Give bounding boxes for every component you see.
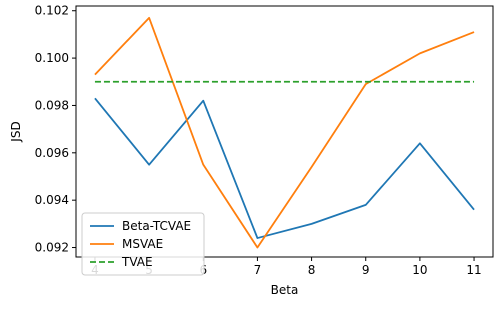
series-lines xyxy=(94,16,475,249)
legend: Beta-TCVAE MSVAE TVAE xyxy=(81,212,205,276)
series-line-beta-tcvae xyxy=(94,97,475,239)
x-tick-label: 9 xyxy=(362,263,370,277)
y-tick-label: 0.092 xyxy=(35,241,69,255)
legend-label-msvae: MSVAE xyxy=(122,237,163,251)
y-tick-label: 0.102 xyxy=(35,4,69,18)
y-tick-label: 0.094 xyxy=(35,193,69,207)
x-tick-label: 7 xyxy=(254,263,262,277)
legend-box xyxy=(81,212,205,276)
y-tick-label: 0.098 xyxy=(35,98,69,112)
legend-label-beta-tcvae: Beta-TCVAE xyxy=(122,219,191,233)
plot-frame xyxy=(75,5,494,258)
x-tick-label: 8 xyxy=(308,263,316,277)
y-axis: 0.092 0.094 0.096 0.098 0.100 0.102 xyxy=(35,4,76,255)
series-line-msvae xyxy=(94,16,475,249)
y-tick-label: 0.096 xyxy=(35,146,69,160)
legend-label-tvae: TVAE xyxy=(121,255,153,269)
y-axis-label: JSD xyxy=(9,121,23,142)
x-axis-label: Beta xyxy=(271,283,299,297)
y-tick-label: 0.100 xyxy=(35,51,69,65)
x-tick-label: 10 xyxy=(412,263,427,277)
x-tick-label: 11 xyxy=(466,263,481,277)
